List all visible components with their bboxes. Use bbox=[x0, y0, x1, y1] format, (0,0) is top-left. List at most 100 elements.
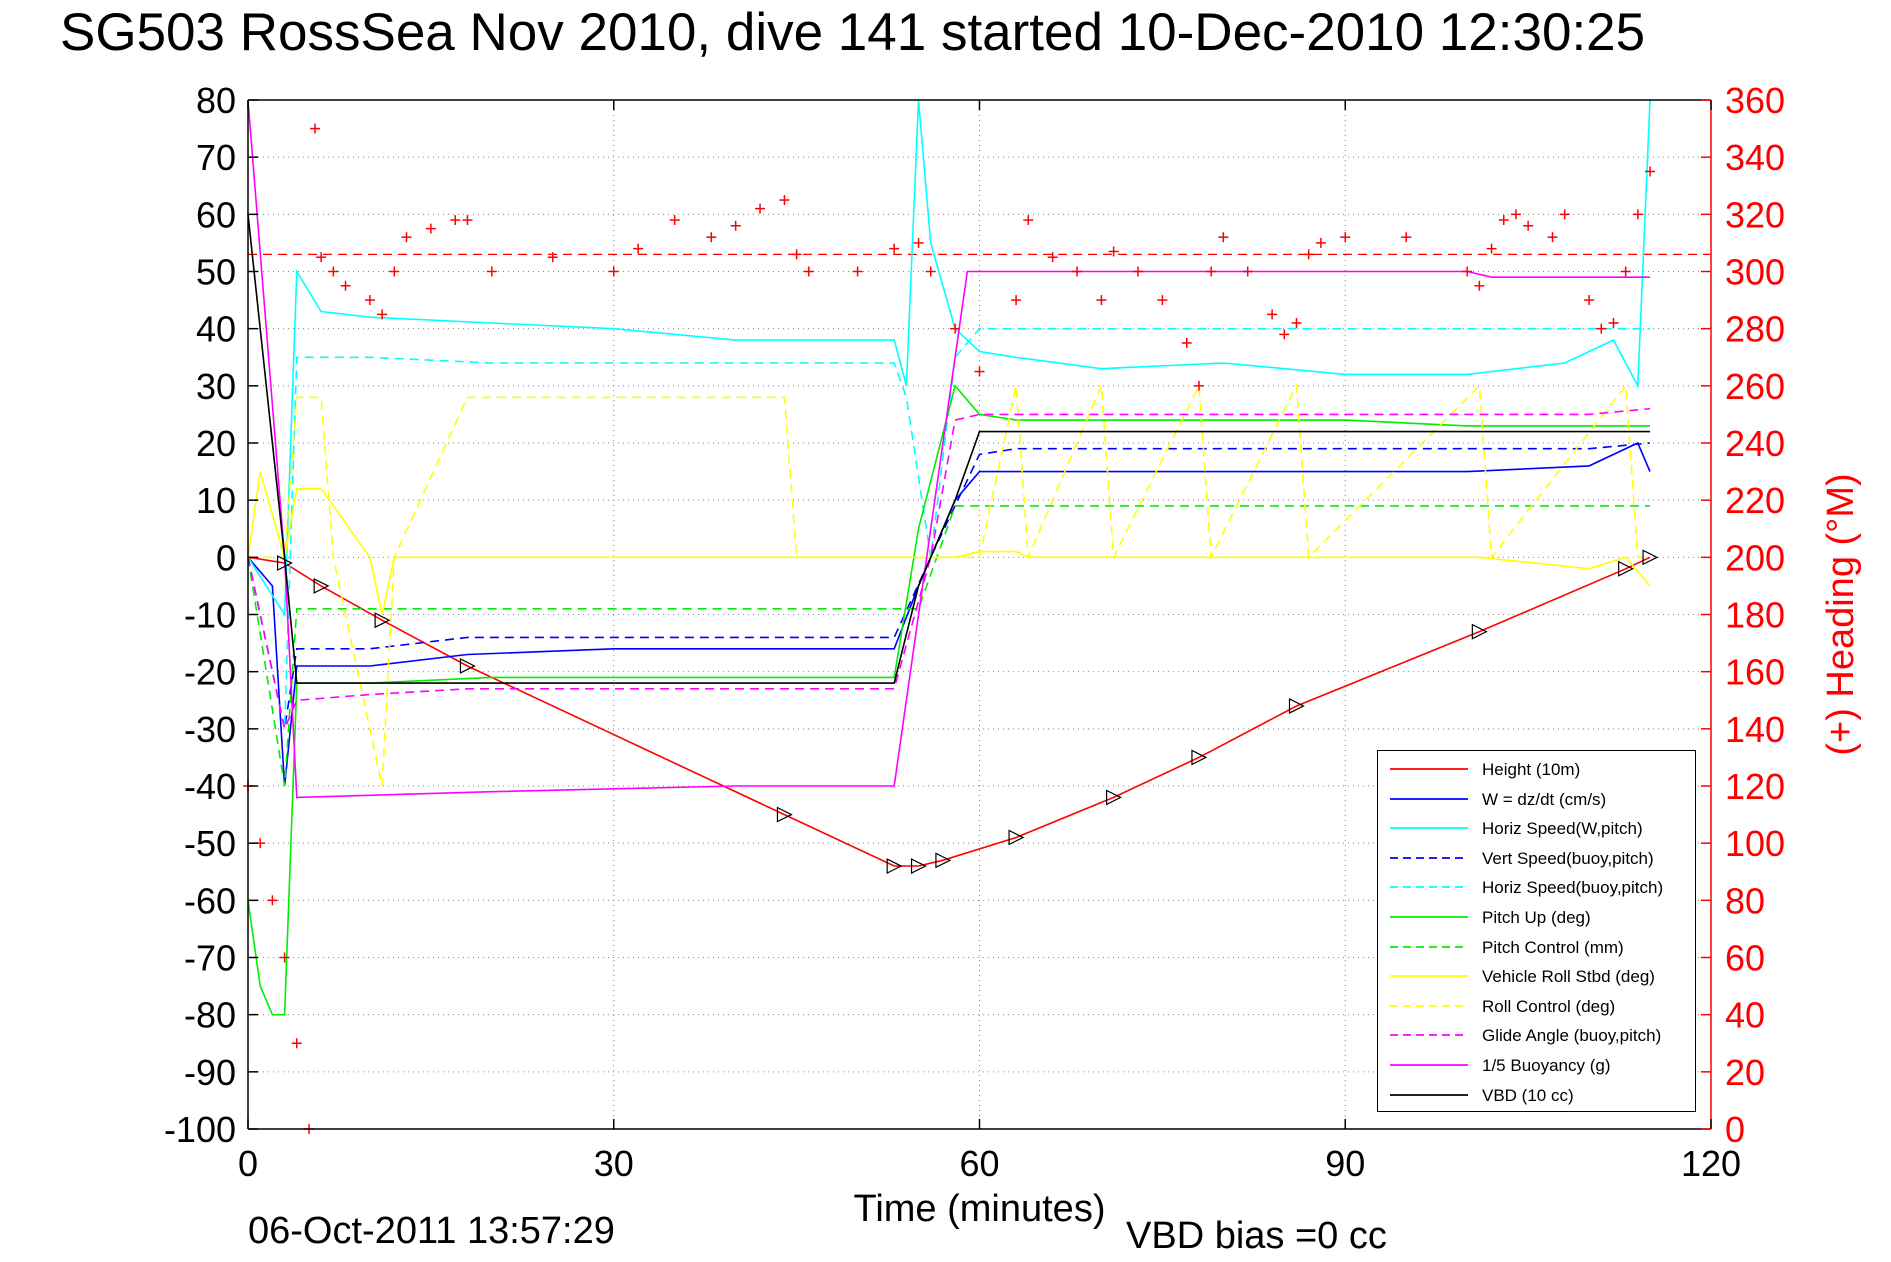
heading-point bbox=[706, 232, 717, 243]
legend-item: Pitch Control (mm) bbox=[1378, 935, 1697, 959]
legend-swatch bbox=[1390, 768, 1468, 770]
heading-point bbox=[1340, 232, 1351, 243]
heading-point bbox=[1023, 215, 1034, 226]
chart-title: SG503 RossSea Nov 2010, dive 141 started… bbox=[60, 3, 1646, 62]
legend-swatch bbox=[1390, 856, 1468, 859]
heading-point bbox=[340, 280, 351, 291]
y-right-tick-label: 60 bbox=[1725, 938, 1765, 979]
heading-point bbox=[669, 215, 680, 226]
y-right-tick-label: 200 bbox=[1725, 537, 1785, 578]
height-marker bbox=[1008, 829, 1025, 846]
timestamp-label: 06-Oct-2011 13:57:29 bbox=[248, 1210, 615, 1252]
legend-label: VBD (10 cc) bbox=[1482, 1085, 1574, 1105]
heading-point bbox=[1596, 323, 1607, 334]
y-right-tick-label: 280 bbox=[1725, 309, 1785, 350]
heading-point bbox=[1206, 266, 1217, 277]
legend-item: Vert Speed(buoy,pitch) bbox=[1378, 846, 1697, 870]
legend-swatch bbox=[1390, 1004, 1468, 1007]
height-marker bbox=[1618, 560, 1634, 577]
heading-point bbox=[925, 266, 936, 277]
height-marker bbox=[886, 858, 903, 875]
legend-item: Horiz Speed(buoy,pitch) bbox=[1378, 875, 1697, 899]
heading-point bbox=[1510, 209, 1521, 220]
heading-point bbox=[730, 220, 741, 231]
x-tick-label: 30 bbox=[594, 1143, 634, 1184]
legend: Height (10m) W = dz/dt (cm/s) Horiz Speed(… bbox=[1377, 750, 1696, 1112]
x-tick-label: 60 bbox=[959, 1143, 999, 1184]
legend-swatch bbox=[1390, 975, 1468, 978]
heading-point bbox=[889, 243, 900, 254]
heading-point bbox=[1291, 317, 1302, 328]
height-marker bbox=[910, 858, 927, 875]
y-right-tick-label: 300 bbox=[1725, 252, 1785, 293]
y-right-tick-label: 20 bbox=[1725, 1052, 1765, 1093]
y-right-tick-label: 360 bbox=[1725, 80, 1785, 121]
heading-point bbox=[1303, 249, 1314, 260]
heading-point bbox=[1632, 209, 1643, 220]
legend-item: Pitch Up (deg) bbox=[1378, 905, 1697, 929]
heading-point bbox=[608, 266, 619, 277]
heading-point bbox=[1096, 295, 1107, 306]
heading-markers bbox=[243, 123, 1656, 1134]
y-tick-label: -60 bbox=[184, 880, 236, 921]
heading-point bbox=[803, 266, 814, 277]
height-marker bbox=[374, 612, 391, 629]
series-line-7 bbox=[247, 505, 1650, 787]
legend-label: Roll Control (deg) bbox=[1482, 996, 1616, 1016]
y-right-tick-label: 0 bbox=[1725, 1109, 1745, 1150]
legend-label: W = dz/dt (cm/s) bbox=[1482, 789, 1607, 809]
heading-point bbox=[425, 223, 436, 234]
height-marker bbox=[313, 577, 330, 594]
x-axis-label: Time (minutes) bbox=[854, 1188, 1106, 1230]
heading-point bbox=[547, 252, 558, 263]
heading-point bbox=[852, 266, 863, 277]
legend-swatch bbox=[1390, 945, 1468, 948]
legend-item: 1/5 Buoyancy (g) bbox=[1378, 1053, 1697, 1077]
axes bbox=[247, 99, 1712, 1130]
y-right-tick-label: 340 bbox=[1725, 137, 1785, 178]
heading-point bbox=[1242, 266, 1253, 277]
y-tick-label: 10 bbox=[196, 480, 236, 521]
y-right-tick-label: 40 bbox=[1725, 995, 1765, 1036]
legend-swatch bbox=[1390, 1093, 1468, 1096]
series-line-9 bbox=[248, 382, 1650, 787]
heading-point bbox=[1279, 329, 1290, 340]
series-line-12 bbox=[247, 214, 1650, 684]
heading-point bbox=[389, 266, 400, 277]
series-line-4 bbox=[247, 442, 1651, 729]
vbd-bias-label: VBD bias =0 cc bbox=[1126, 1215, 1387, 1257]
y-right-tick-label: 160 bbox=[1725, 652, 1785, 693]
height-marker bbox=[1471, 623, 1488, 640]
legend-item: Horiz Speed(W,pitch) bbox=[1378, 816, 1697, 840]
heading-point bbox=[267, 895, 278, 906]
heading-point bbox=[310, 123, 321, 134]
y-tick-label: 20 bbox=[196, 423, 236, 464]
y-tick-label: -70 bbox=[184, 938, 236, 979]
heading-point bbox=[791, 249, 802, 260]
series-group bbox=[247, 99, 1659, 1016]
y-right-tick-label: 260 bbox=[1725, 366, 1785, 407]
heading-point bbox=[1157, 295, 1168, 306]
y-tick-label: 40 bbox=[196, 309, 236, 350]
heading-point bbox=[279, 952, 290, 963]
legend-item: VBD (10 cc) bbox=[1378, 1083, 1697, 1107]
heading-point bbox=[779, 195, 790, 206]
heading-point bbox=[1559, 209, 1570, 220]
axis-labels: 0 30 60 90 12080706050403020100-10-20-30-40-… bbox=[164, 80, 1862, 1230]
legend-label: Horiz Speed(W,pitch) bbox=[1482, 819, 1643, 839]
x-tick-label: 120 bbox=[1681, 1143, 1741, 1184]
heading-point bbox=[1498, 215, 1509, 226]
legend-swatch bbox=[1390, 827, 1468, 830]
heading-point bbox=[1267, 309, 1278, 320]
legend-label: Vehicle Roll Stbd (deg) bbox=[1482, 967, 1655, 987]
heading-point bbox=[1620, 266, 1631, 277]
height-marker bbox=[1106, 789, 1122, 806]
legend-item: Vehicle Roll Stbd (deg) bbox=[1378, 964, 1697, 988]
y-axis-right-label: (+) Heading (°M) bbox=[1820, 473, 1862, 755]
y-tick-label: -40 bbox=[184, 766, 236, 807]
legend-label: 1/5 Buoyancy (g) bbox=[1482, 1056, 1611, 1075]
series-line-5 bbox=[247, 327, 1650, 729]
y-tick-label: 0 bbox=[216, 537, 236, 578]
y-tick-label: -90 bbox=[184, 1052, 236, 1093]
height-marker bbox=[1191, 749, 1208, 766]
